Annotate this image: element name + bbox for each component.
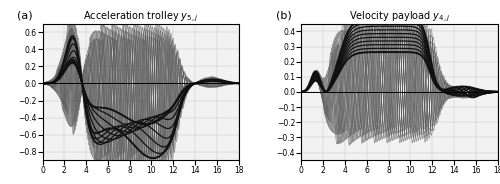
Title: Acceleration trolley $y_{5,j}$: Acceleration trolley $y_{5,j}$ bbox=[83, 10, 198, 24]
Text: (b): (b) bbox=[276, 10, 291, 20]
Title: Velocity payload $y_{4,j}$: Velocity payload $y_{4,j}$ bbox=[348, 10, 450, 24]
Text: (a): (a) bbox=[17, 10, 32, 20]
